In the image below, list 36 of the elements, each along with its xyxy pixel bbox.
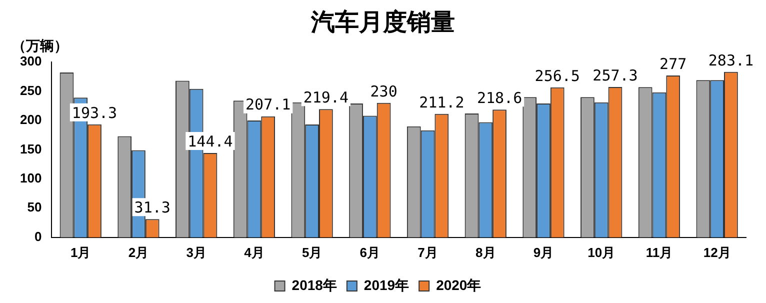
legend-label: 2018年 — [292, 276, 337, 293]
y-tick-label: 300 — [20, 54, 42, 69]
y-tick-label: 100 — [20, 170, 42, 186]
x-tick-label: 4月 — [244, 244, 264, 260]
y-tick-label: 200 — [20, 112, 42, 128]
data-label: 230 — [370, 82, 398, 100]
data-label: 211.2 — [419, 93, 464, 112]
x-tick-label: 9月 — [533, 244, 554, 260]
x-tick-label: 5月 — [302, 244, 322, 260]
chart-title: 汽车月度销量 — [310, 7, 456, 38]
y-tick-label: 0 — [34, 228, 42, 244]
data-label: 277 — [660, 54, 687, 73]
data-label: 193.3 — [72, 104, 118, 122]
data-label: 256.5 — [534, 66, 580, 85]
x-tick-label: 10月 — [588, 244, 616, 260]
data-label: 218.6 — [476, 88, 522, 107]
y-tick-label: 50 — [27, 200, 42, 215]
data-label: 283.1 — [708, 51, 754, 70]
x-tick-label: 2月 — [128, 244, 149, 260]
x-tick-label: 8月 — [476, 244, 496, 260]
x-tick-label: 3月 — [186, 244, 206, 260]
data-label: 207.1 — [246, 96, 291, 114]
x-tick-label: 7月 — [418, 244, 438, 260]
legend-label: 2019年 — [364, 276, 410, 293]
y-axis-title: （万辆） — [12, 38, 68, 55]
x-tick-label: 6月 — [360, 244, 380, 260]
data-label: 144.4 — [188, 132, 233, 150]
x-tick-label: 11月 — [646, 244, 673, 260]
y-tick-label: 150 — [20, 141, 42, 156]
data-label: 31.3 — [134, 198, 170, 216]
y-tick-label: 250 — [20, 82, 42, 98]
data-label: 219.4 — [303, 88, 349, 107]
x-tick-label: 12月 — [703, 244, 731, 260]
legend-label: 2020年 — [436, 276, 482, 293]
data-label: 257.3 — [592, 66, 638, 84]
x-tick-label: 1月 — [70, 244, 91, 260]
